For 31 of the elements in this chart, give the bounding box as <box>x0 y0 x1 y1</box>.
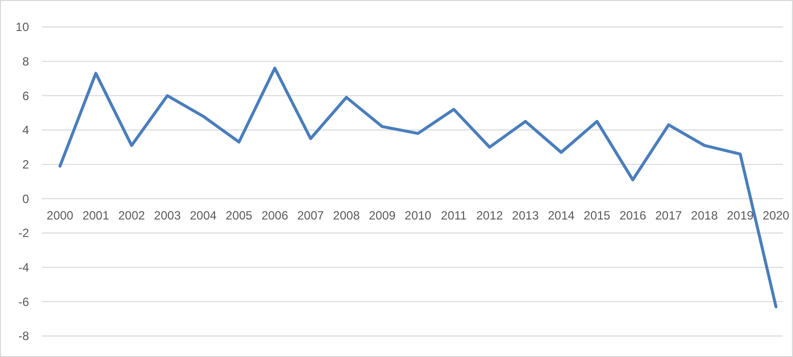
y-tick-label: 0 <box>22 192 30 206</box>
x-tick-label: 2016 <box>619 208 646 223</box>
x-tick-label: 2013 <box>512 208 540 223</box>
x-tick-label: 2010 <box>404 208 432 223</box>
y-tick-label: 10 <box>16 20 30 34</box>
y-tick-label: -8 <box>18 329 30 344</box>
y-tick-label: -6 <box>18 294 30 309</box>
x-tick-label: 2014 <box>548 208 575 223</box>
y-tick-label: 8 <box>22 54 30 69</box>
x-tick-label: 2012 <box>476 208 504 223</box>
x-tick-label: 2002 <box>118 208 146 223</box>
x-tick-label: 2004 <box>190 208 217 223</box>
x-tick-label: 2017 <box>655 208 682 223</box>
y-tick-label: -2 <box>18 226 30 240</box>
y-tick-label: 2 <box>22 158 30 172</box>
x-tick-label: 2001 <box>82 208 110 223</box>
x-tick-label: 2020 <box>762 208 790 223</box>
y-tick-label: 4 <box>22 123 30 138</box>
y-tick-label: -4 <box>18 260 30 275</box>
x-tick-label: 2006 <box>261 208 288 223</box>
x-tick-label: 2008 <box>333 208 360 223</box>
x-tick-label: 2019 <box>726 208 754 223</box>
x-tick-label: 2003 <box>154 208 182 223</box>
x-tick-label: 2000 <box>46 208 74 223</box>
y-tick-label: 6 <box>22 88 30 103</box>
x-tick-label: 2015 <box>584 208 611 223</box>
x-tick-label: 2018 <box>691 208 718 223</box>
x-tick-label: 2011 <box>440 208 468 223</box>
x-tick-label: 2005 <box>226 208 253 223</box>
x-tick-label: 2009 <box>368 208 396 223</box>
x-tick-label: 2007 <box>297 208 324 223</box>
